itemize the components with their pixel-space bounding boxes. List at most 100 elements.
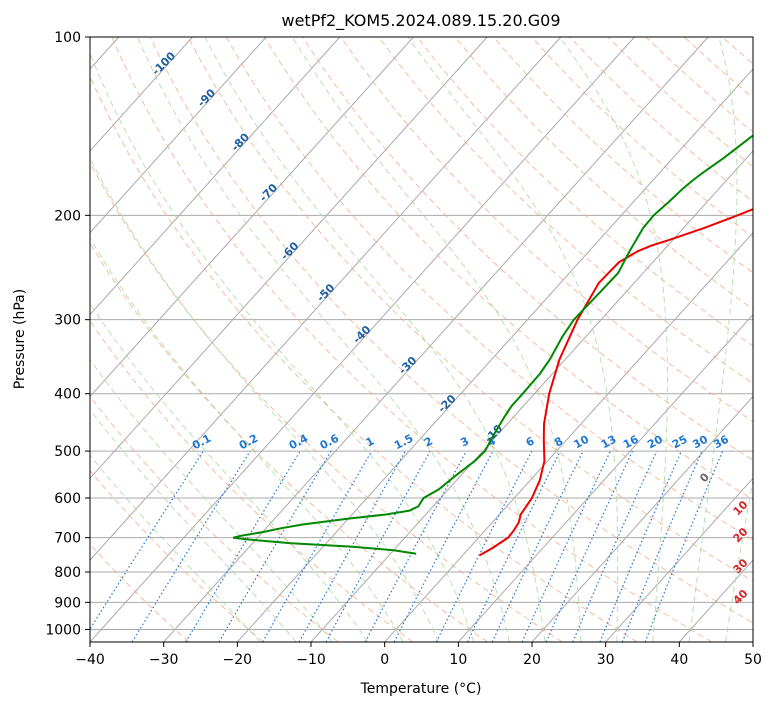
dry-adiabat-line	[90, 543, 190, 642]
mixing-ratio-line	[185, 450, 301, 642]
moist-adiabat-line	[204, 37, 546, 642]
isotherm-line	[236, 68, 753, 642]
mixing-ratio-label: 36	[711, 433, 731, 452]
isotherm-line	[90, 37, 193, 152]
moist-adiabat-line	[559, 37, 668, 642]
y-tick-label: 600	[54, 491, 81, 507]
mixing-ratio-label: 20	[645, 433, 665, 452]
dry-adiabat-label: -90	[195, 86, 218, 109]
mixing-ratio-label: 8	[552, 434, 565, 449]
moist-adiabat-line	[90, 358, 333, 642]
dry-adiabat-line	[378, 37, 753, 385]
mixing-ratio-label: 10	[572, 433, 592, 452]
x-tick-label: 0	[380, 652, 389, 668]
mixing-ratio-label: 1.5	[392, 432, 415, 453]
moist-adiabat-line	[407, 37, 619, 642]
x-tick-label: 10	[449, 652, 467, 668]
mixing-ratio-label: 0.2	[237, 432, 260, 453]
isotherm-line	[384, 231, 753, 642]
moist-adiabat-line	[136, 37, 510, 642]
mixing-ratio-label: 13	[599, 433, 619, 452]
moist-adiabat-line	[90, 408, 297, 642]
y-tick-label: 100	[54, 30, 81, 46]
moist-adiabat-line	[688, 37, 738, 642]
dry-adiabat-label: -80	[229, 130, 252, 153]
mixing-ratio-line	[466, 450, 561, 642]
dry-adiabat-line	[90, 161, 563, 642]
moist-adiabat-line	[291, 37, 582, 642]
moist-adiabat-label: 10	[731, 498, 751, 518]
x-tick-label: 20	[523, 652, 541, 668]
mixing-ratio-line	[364, 450, 467, 642]
isotherm-line	[90, 37, 414, 398]
dry-adiabat-line	[149, 37, 753, 624]
dry-adiabat-line	[607, 37, 753, 168]
mixing-ratio-label: 3	[458, 434, 471, 449]
mixing-ratio-line	[131, 450, 251, 642]
moist-adiabat-line	[90, 237, 404, 642]
mixing-ratio-line	[644, 450, 724, 642]
x-tick-label: −10	[296, 652, 326, 668]
y-tick-label: 900	[54, 595, 81, 611]
mixing-ratio-label: 30	[690, 433, 710, 452]
axes: −40 −30 −20 −10 0 10 20 30 40 5010020030040050060…	[45, 30, 762, 668]
mixing-ratio-label: 0.4	[287, 432, 311, 453]
moist-adiabat-line	[90, 454, 261, 642]
dry-adiabat-label: -40	[350, 323, 373, 346]
sounding-profiles	[232, 134, 753, 557]
mixing-ratio-label: 6	[524, 434, 537, 449]
dry-adiabat-line	[90, 395, 339, 642]
isotherm-line	[310, 150, 753, 642]
dry-adiabat-line	[493, 37, 753, 274]
mixing-ratio-line	[90, 450, 204, 631]
moist-adiabat-line	[90, 52, 475, 642]
moist-adiabat-line	[725, 477, 753, 642]
mixing-ratio-line	[298, 450, 406, 642]
moist-adiabat-line	[90, 302, 369, 642]
chart-title: wetPf2_KOM5.2024.089.15.20.G09	[281, 11, 560, 31]
x-tick-label: −40	[75, 652, 105, 668]
y-tick-label: 1000	[45, 622, 81, 638]
x-tick-label: 40	[670, 652, 688, 668]
mixing-ratio-line	[599, 450, 682, 642]
dry-adiabat-line	[645, 37, 753, 133]
isotherm-line	[457, 313, 753, 642]
mixing-ratio-line	[572, 450, 658, 642]
y-axis-label: Pressure (hPa)	[12, 289, 28, 389]
mixing-ratio-line	[545, 450, 634, 642]
y-tick-label: 300	[54, 313, 81, 329]
isotherm-line	[90, 37, 488, 480]
x-axis-label: Temperature (°C)	[360, 681, 482, 697]
mixing-ratio-line	[325, 450, 431, 642]
dry-adiabat-line	[111, 37, 712, 642]
dry-adiabat-label: -100	[149, 49, 178, 78]
y-tick-label: 700	[54, 531, 81, 547]
dry-adiabat-line	[416, 37, 753, 347]
dry-adiabat-label: -30	[396, 354, 419, 377]
mixing-ratio-label: 0.1	[190, 432, 213, 453]
dry-adiabat-line	[454, 37, 753, 310]
isotherm-line	[752, 641, 753, 642]
x-tick-label: 50	[744, 652, 762, 668]
isotherm-line	[90, 37, 562, 561]
plot-frame	[89, 36, 754, 643]
y-tick-label: 500	[54, 444, 81, 460]
mixing-ratio-label: 1	[364, 434, 377, 449]
dry-adiabat-label: -20	[435, 392, 458, 415]
isotherm-line	[90, 37, 341, 316]
x-tick-label: 30	[597, 652, 615, 668]
mixing-ratio-label: 25	[670, 433, 690, 452]
background-lines	[90, 37, 753, 642]
temperature-profile-line	[479, 208, 753, 557]
isotherm-line	[90, 37, 635, 642]
y-tick-label: 800	[54, 565, 81, 581]
x-tick-label: −20	[223, 652, 253, 668]
moist-adiabat-label: 30	[731, 556, 751, 576]
dewpoint-profile-line	[232, 134, 753, 555]
dry-adiabat-line	[225, 37, 753, 541]
mixing-ratio-line	[435, 450, 533, 642]
dry-adiabat-line	[90, 242, 488, 642]
moist-adiabat-line	[90, 157, 439, 642]
isotherm-line	[163, 37, 709, 642]
